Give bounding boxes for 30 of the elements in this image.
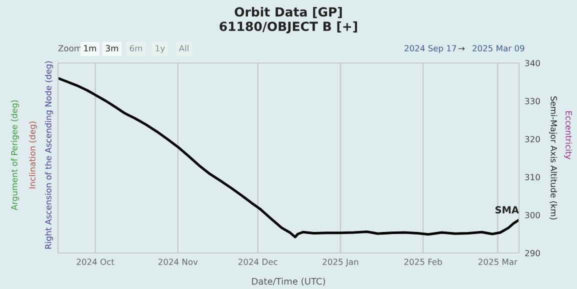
y-tick-label: 300 xyxy=(525,212,540,218)
x-tick-label: 2024 Nov xyxy=(158,258,198,266)
text: Right Ascension of the Ascending Node (deg) xyxy=(44,61,54,249)
y-tick-label: 290 xyxy=(525,250,540,256)
text: Inclination (deg) xyxy=(28,122,38,188)
line-series xyxy=(58,76,519,238)
chart-title: Orbit Data [GP] xyxy=(234,6,342,18)
text: 2025 Mar 09 xyxy=(472,45,524,52)
text: 1m xyxy=(84,45,96,52)
series-label: SMA xyxy=(495,206,519,214)
text: Eccentricity xyxy=(564,111,572,160)
x-tick-label: 2025 Feb xyxy=(404,258,442,266)
x-tick-label: 2024 Oct xyxy=(76,258,114,266)
y-axis-title: Semi-Major Axis Altitude (km) xyxy=(549,96,558,220)
y-tick-label: 340 xyxy=(525,60,540,66)
y-tick-label: 330 xyxy=(525,98,540,104)
x-tick-label: 2025 Jan xyxy=(322,258,358,267)
text: 6m xyxy=(130,45,142,52)
x-tick-label: 2025 Mar xyxy=(478,258,518,266)
y-tick-label: 310 xyxy=(525,174,540,180)
chart-subtitle: 61180/OBJECT B [+] xyxy=(220,21,358,34)
y-tick-label: 320 xyxy=(525,136,540,142)
x-axis-title: Date/Time (UTC) xyxy=(252,278,325,286)
text: → xyxy=(458,46,465,50)
text: 1y xyxy=(156,45,165,54)
text: Argument of Perigee (deg) xyxy=(10,100,20,210)
text: 3m xyxy=(106,45,118,52)
text: All xyxy=(178,44,188,52)
text: 2024 Sep 17 xyxy=(404,45,456,54)
x-tick-label: 2024 Dec xyxy=(238,258,278,266)
